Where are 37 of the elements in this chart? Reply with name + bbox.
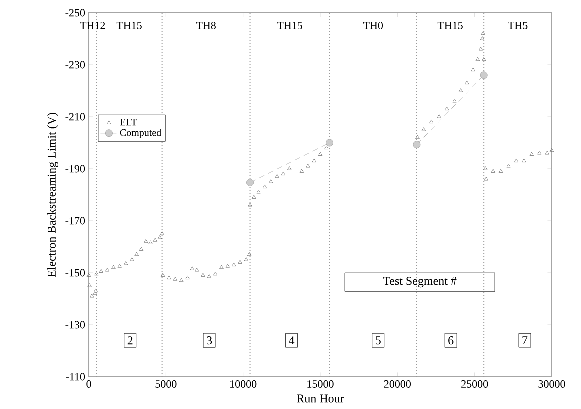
annotation: TH12 [80, 22, 106, 30]
x-tick-label: 25000 [462, 380, 488, 388]
annotation: Test Segment # [383, 277, 457, 288]
x-tick-label: 0 [86, 380, 92, 388]
y-tick-label: -250 [66, 9, 86, 17]
y-tick-label: -230 [66, 61, 86, 69]
x-tick-label: 10000 [230, 380, 257, 388]
point [480, 72, 488, 80]
y-tick-label: -210 [66, 113, 86, 121]
annotation: 4 [289, 336, 295, 345]
point [413, 141, 421, 149]
y-tick-label: -110 [66, 373, 86, 381]
annotation: TH8 [196, 22, 216, 30]
point [246, 179, 254, 186]
x-tick-label: 30000 [538, 380, 566, 388]
annotation: 5 [376, 336, 381, 345]
legend-label: Computed [120, 129, 162, 138]
x-tick-label: 20000 [384, 380, 411, 388]
y-tick-label: -170 [66, 217, 86, 225]
annotation: TH15 [438, 22, 463, 30]
annotation: TH5 [508, 22, 528, 30]
x-axis-title: Run Hour [297, 394, 344, 403]
annotation: 7 [522, 336, 528, 345]
annotation: TH15 [277, 22, 302, 30]
y-tick-label: -150 [66, 269, 86, 277]
y-tick-label: -130 [66, 321, 86, 329]
x-tick-label: 15000 [308, 380, 334, 388]
legend-label: ELT [120, 119, 138, 126]
point [326, 139, 334, 147]
y-tick-label: -190 [66, 165, 86, 173]
annotation: TH0 [363, 22, 384, 30]
annotation: 2 [128, 336, 133, 345]
x-tick-label: 5000 [156, 380, 177, 388]
annotation: 3 [207, 336, 212, 345]
annotation: TH15 [116, 22, 142, 30]
annotation: 6 [448, 336, 454, 345]
y-axis-title: Electron Backstreaming Limit (V) [48, 113, 58, 278]
